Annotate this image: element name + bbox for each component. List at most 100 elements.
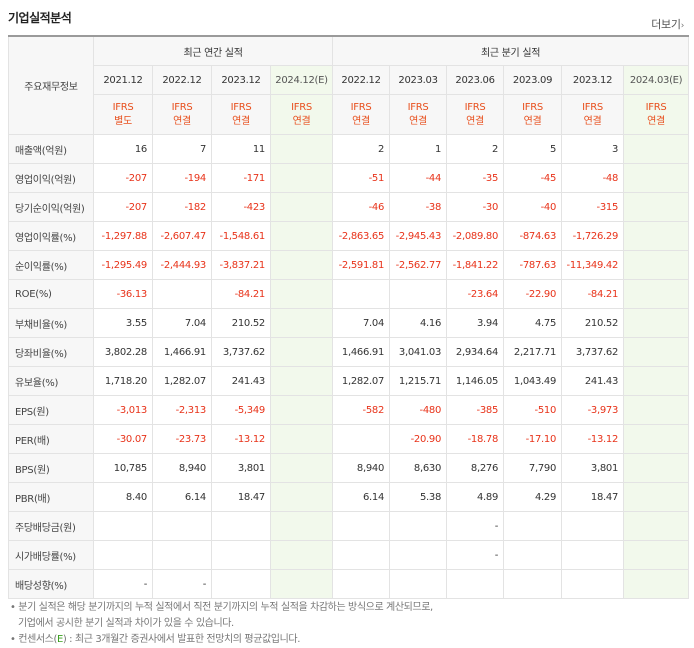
- table-cell: 2,217.71: [503, 337, 563, 367]
- row-label: BPS(원): [8, 453, 94, 483]
- table-cell: -1,841.22: [446, 250, 505, 280]
- table-cell: 8,940: [152, 453, 212, 483]
- ifrs-label: IFRS: [645, 101, 667, 113]
- row-label: 시가배당률(%): [8, 540, 94, 570]
- table-cell: [269, 366, 334, 396]
- table-cell: [503, 540, 563, 570]
- table-cell: [269, 279, 334, 309]
- column-date: 2023.12: [211, 65, 271, 95]
- table-cell: 3.94: [446, 308, 505, 338]
- table-cell: [269, 395, 334, 425]
- table-cell: [269, 482, 334, 512]
- ifrs-label: IFRS: [171, 101, 193, 113]
- table-cell: -: [152, 569, 212, 599]
- financial-table: 주요재무정보 최근 연간 실적 최근 분기 실적 2021.12 2022.12 2023…: [8, 35, 690, 599]
- table-row: 주당배당금(원) -: [8, 511, 690, 541]
- ifrs-label: IFRS: [407, 101, 429, 113]
- table-cell: -13.12: [211, 424, 271, 454]
- table-cell: -2,313: [152, 395, 212, 425]
- table-row: 부채비율(%) 3.55 7.04 210.52 7.04 4.16 3.94 4.75 210…: [8, 308, 690, 338]
- table-cell: 1,215.71: [389, 366, 448, 396]
- table-cell: -2,444.93: [152, 250, 212, 280]
- table-cell: [623, 279, 690, 309]
- table-cell: 4.89: [446, 482, 505, 512]
- table-cell: [269, 134, 334, 164]
- table-cell: [503, 569, 563, 599]
- column-date: 2024.12(E): [269, 65, 334, 95]
- ifrs-label: IFRS: [350, 101, 372, 113]
- table-row: 영업이익률(%) -1,297.88 -2,607.47 -1,548.61 -2,86…: [8, 221, 690, 251]
- row-label: 매출액(억원): [8, 134, 94, 164]
- table-cell: [269, 424, 334, 454]
- table-cell: 3,802.28: [93, 337, 153, 367]
- footnote-1: • 분기 실적은 해당 분기까지의 누적 실적에서 직전 분기까지의 누적 실적…: [10, 602, 433, 613]
- table-cell: [269, 511, 334, 541]
- more-link[interactable]: 더보기›: [651, 16, 684, 32]
- ifrs-label: IFRS: [522, 101, 543, 113]
- table-cell: 2,934.64: [446, 337, 505, 367]
- table-cell: 8,940: [332, 453, 391, 483]
- table-cell: [152, 540, 212, 570]
- column-accounting-basis: IFRS 연결: [503, 94, 563, 135]
- table-cell: -2,089.80: [446, 221, 505, 251]
- ifrs-label: IFRS: [464, 101, 486, 113]
- table-cell: -44: [389, 163, 448, 193]
- table-cell: [623, 308, 690, 338]
- table-cell: [211, 511, 271, 541]
- table-cell: -2,591.81: [332, 250, 391, 280]
- table-cell: -787.63: [503, 250, 563, 280]
- table-cell: 7.04: [152, 308, 212, 338]
- table-cell: 1,282.07: [332, 366, 391, 396]
- table-cell: 2: [332, 134, 391, 164]
- table-cell: 4.75: [503, 308, 563, 338]
- table-cell: [623, 163, 690, 193]
- column-date: 2023.06: [446, 65, 505, 95]
- table-cell: 2: [446, 134, 505, 164]
- table-cell: [389, 540, 448, 570]
- table-cell: [623, 511, 690, 541]
- row-label: 주당배당금(원): [8, 511, 94, 541]
- basis-label: 연결: [352, 115, 370, 127]
- basis-label: 연결: [647, 115, 665, 127]
- table-cell: [93, 511, 153, 541]
- table-cell: 7,790: [503, 453, 563, 483]
- table-cell: -23.64: [446, 279, 505, 309]
- table-cell: 3,801: [561, 453, 625, 483]
- column-accounting-basis: IFRS 연결: [332, 94, 391, 135]
- table-cell: -: [446, 511, 505, 541]
- table-cell: [503, 511, 563, 541]
- row-label: 부채비율(%): [8, 308, 94, 338]
- table-cell: -84.21: [561, 279, 625, 309]
- table-cell: 1,146.05: [446, 366, 505, 396]
- row-label: 당기순이익(억원): [8, 192, 94, 222]
- table-cell: 1,718.20: [93, 366, 153, 396]
- table-cell: -2,945.43: [389, 221, 448, 251]
- table-cell: [389, 569, 448, 599]
- table-cell: [269, 308, 334, 338]
- table-cell: -207: [93, 192, 153, 222]
- column-accounting-basis: IFRS 연결: [152, 94, 212, 135]
- table-cell: [623, 540, 690, 570]
- column-date: 2022.12: [152, 65, 212, 95]
- table-cell: -20.90: [389, 424, 448, 454]
- table-cell: -385: [446, 395, 505, 425]
- table-cell: [332, 279, 391, 309]
- table-cell: 1,043.49: [503, 366, 563, 396]
- ifrs-label: IFRS: [291, 101, 312, 113]
- basis-label: 연결: [466, 115, 484, 127]
- table-cell: -3,973: [561, 395, 625, 425]
- table-cell: 4.29: [503, 482, 563, 512]
- table-row: 배당성향(%) - -: [8, 569, 690, 599]
- table-cell: 241.43: [561, 366, 625, 396]
- table-cell: 1,282.07: [152, 366, 212, 396]
- row-label: EPS(원): [8, 395, 94, 425]
- table-cell: [561, 569, 625, 599]
- table-row: PBR(배) 8.40 6.14 18.47 6.14 5.38 4.89 4.29 18.47: [8, 482, 690, 512]
- table-cell: -3,013: [93, 395, 153, 425]
- table-cell: -84.21: [211, 279, 271, 309]
- table-cell: -38: [389, 192, 448, 222]
- table-cell: -423: [211, 192, 271, 222]
- table-cell: -30: [446, 192, 505, 222]
- table-cell: -30.07: [93, 424, 153, 454]
- table-cell: 8,630: [389, 453, 448, 483]
